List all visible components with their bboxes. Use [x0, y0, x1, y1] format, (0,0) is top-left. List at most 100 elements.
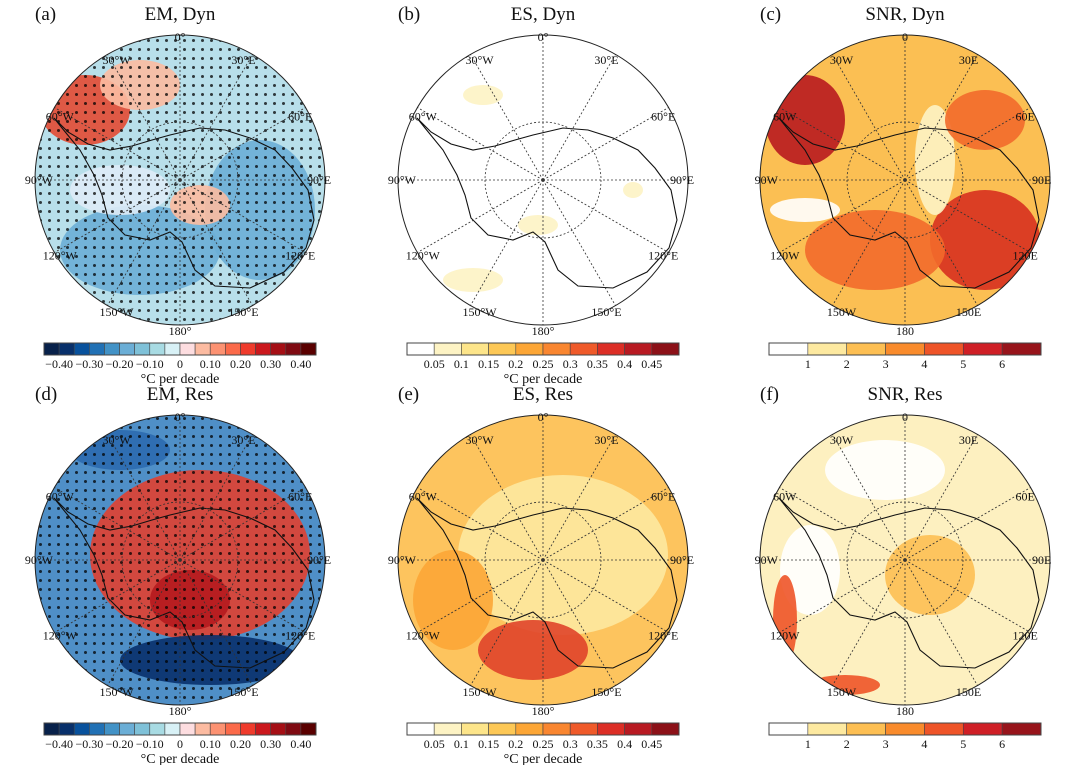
colorbar-tick-label: 4 [921, 357, 927, 371]
colorbar-box [924, 722, 964, 736]
meridian-line [779, 559, 906, 633]
colorbar-box [569, 722, 598, 736]
longitude-label: 150E [956, 685, 981, 699]
longitude-label: 120E [1013, 629, 1038, 643]
antarctica-coastline [416, 117, 678, 289]
colorbar-tick-label: 5 [960, 357, 966, 371]
colorbar-tick-label: 0.45 [641, 737, 662, 751]
field-region [773, 575, 797, 665]
colorbar-box [624, 342, 653, 356]
colorbar-unit-label: °C per decade [504, 372, 583, 387]
longitude-label: 60°E [288, 110, 312, 124]
longitude-label: 150W [827, 685, 857, 699]
colorbar-tick-label: 0.05 [424, 357, 445, 371]
antarctica-coastline [53, 497, 315, 669]
longitude-label: 30°E [231, 53, 255, 67]
longitude-label: 60°E [288, 490, 312, 504]
longitude-label: 150°W [462, 305, 497, 319]
colorbar-box [651, 342, 680, 356]
field-region [623, 182, 643, 198]
meridian-line [542, 559, 616, 686]
longitude-label: 90°W [25, 173, 54, 187]
longitude-label: 30°W [102, 433, 131, 447]
colorbar-tick-label: 0.4 [617, 357, 632, 371]
meridian-line [542, 487, 669, 561]
colorbar-box [225, 722, 241, 736]
longitude-label: 60W [773, 490, 797, 504]
colorbar-box [406, 722, 435, 736]
meridian-line [904, 559, 1031, 633]
colorbar-box [962, 342, 1003, 356]
longitude-label: 60°W [46, 110, 75, 124]
colorbar-box [651, 722, 680, 736]
longitude-label: 180 [896, 704, 914, 718]
longitude-label: 90°E [670, 553, 694, 567]
meridian-line [54, 487, 181, 561]
colorbar-box [149, 342, 166, 356]
colorbar-tick-label: 0 [177, 737, 183, 751]
longitude-label: 120°W [406, 249, 441, 263]
colorbar-box [488, 342, 517, 356]
longitude-label: 120W [770, 249, 800, 263]
colorbar-box [285, 342, 302, 356]
longitude-label: 60°W [46, 490, 75, 504]
meridian-line [470, 434, 544, 561]
longitude-label: 90°W [388, 553, 417, 567]
longitude-label: 120E [1013, 249, 1038, 263]
panel-title: SNR, Dyn [865, 4, 945, 25]
colorbar-box [1001, 722, 1042, 736]
longitude-label: 180 [896, 324, 914, 338]
meridian-line [54, 107, 181, 181]
colorbar-tick-label: 0.20 [230, 737, 251, 751]
colorbar-frame [406, 722, 680, 736]
panel-label: (b) [398, 4, 420, 25]
map-field [760, 415, 1050, 705]
colorbar-tick-label: 0.05 [424, 737, 445, 751]
colorbar-box [119, 342, 135, 356]
colorbar-box [270, 722, 287, 736]
meridian-line [107, 54, 181, 181]
longitude-label: 90°E [307, 173, 331, 187]
longitude-label: 180° [532, 704, 555, 718]
longitude-label: 0° [175, 30, 186, 44]
field-region [945, 90, 1025, 150]
colorbar-tick-label: 0.40 [290, 737, 311, 751]
panel-label: (c) [760, 4, 781, 25]
panel-title: ES, Dyn [511, 4, 576, 25]
meridian-line [779, 107, 906, 181]
longitude-label: 30E [959, 53, 978, 67]
colorbar-tick-label: 0.25 [533, 737, 554, 751]
colorbar-box [194, 342, 211, 356]
meridian-line [179, 559, 306, 633]
meridian-line [832, 179, 906, 306]
colorbar-tick-label: 6 [999, 357, 1005, 371]
colorbar-box [962, 722, 1003, 736]
longitude-label: 30°W [465, 433, 494, 447]
meridian-line [542, 434, 616, 561]
colorbar-box [433, 722, 462, 736]
colorbar-box [43, 342, 60, 356]
colorbar-tick-label: 0.40 [290, 357, 311, 371]
colorbar-box [597, 722, 625, 736]
colorbar-tick-label: 0.30 [260, 357, 281, 371]
colorbar-box [406, 342, 435, 356]
longitude-label: 150°W [462, 685, 497, 699]
longitude-label: 60W [773, 110, 797, 124]
meridian-line [779, 179, 906, 253]
meridian-line [417, 107, 544, 181]
colorbar-tick-label: −0.10 [136, 357, 164, 371]
meridian-line [904, 179, 1031, 253]
colorbar-tick-label: 0.25 [533, 357, 554, 371]
meridian-line [542, 54, 616, 181]
longitude-label: 150°E [591, 305, 621, 319]
colorbar-box [300, 722, 317, 736]
panel-c: 0 30E 60E 90E 120E 150E 180 150W 120W 90W 60W 30W (c… [755, 4, 1052, 371]
map-field [760, 35, 1050, 325]
colorbar-box [58, 342, 75, 356]
colorbar-box [461, 722, 489, 736]
meridian-line [54, 559, 181, 633]
colorbar-frame [768, 722, 1042, 736]
colorbar-tick-label: 0.3 [563, 737, 578, 751]
meridian-line [107, 179, 181, 306]
longitude-label: 150°W [99, 305, 134, 319]
